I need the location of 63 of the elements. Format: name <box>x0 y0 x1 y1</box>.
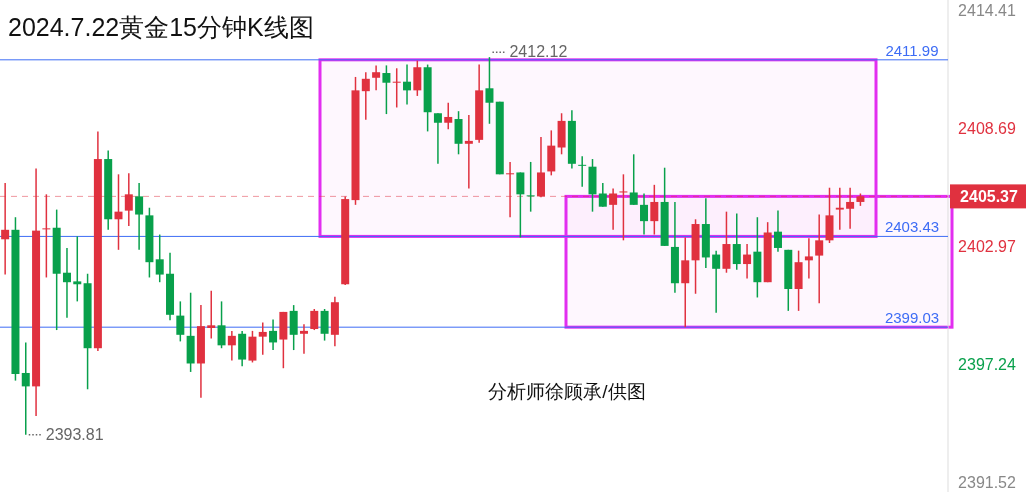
candlestick <box>444 101 453 131</box>
candlestick <box>310 308 319 331</box>
ref-line-label: 2403.43 <box>884 218 940 236</box>
candlestick <box>382 64 391 115</box>
candlestick <box>598 182 607 208</box>
candlestick <box>681 236 690 328</box>
candlestick <box>217 300 226 349</box>
candlestick <box>73 235 82 303</box>
candlestick <box>21 341 30 436</box>
y-tick-label: 2391.52 <box>958 473 1017 491</box>
y-tick-label: 2408.69 <box>958 119 1017 137</box>
candlestick <box>361 71 370 121</box>
candlestick <box>62 247 71 319</box>
candlestick <box>650 184 659 236</box>
candlestick <box>804 237 813 280</box>
candlestick <box>124 172 133 227</box>
annotation: 2393.81 <box>45 425 104 443</box>
y-tick-label: 2402.97 <box>958 237 1017 255</box>
candlestick <box>114 173 123 251</box>
candlestick <box>743 243 752 280</box>
candlestick <box>207 290 216 340</box>
candlestick <box>485 56 494 125</box>
annotation: 2412.12 <box>509 43 568 61</box>
ref-line-label: 2399.03 <box>884 309 940 327</box>
y-tick-label: 2397.24 <box>958 355 1017 373</box>
candlestick <box>413 59 422 97</box>
candlestick <box>773 209 782 253</box>
candlestick <box>619 173 628 242</box>
candlestick <box>609 187 618 231</box>
candlestick <box>372 64 381 92</box>
ref-line-label: 2411.99 <box>885 41 939 59</box>
candlestick <box>320 308 329 342</box>
candlestick <box>516 171 525 239</box>
candlestick <box>640 192 649 236</box>
candlestick <box>392 67 401 109</box>
text: 2024.7.22黄金15分钟K线图 <box>8 13 314 41</box>
candlestick <box>732 212 741 271</box>
candlestick <box>403 63 412 106</box>
y-tick-label: 2414.41 <box>958 1 1017 19</box>
candlestick <box>526 161 535 213</box>
candlestick <box>227 330 236 362</box>
candlestick <box>712 249 721 314</box>
candlestick <box>289 304 298 351</box>
candlestick <box>815 213 824 304</box>
candlestick <box>299 323 308 355</box>
ref-line-label: 2405.37 <box>960 188 1019 206</box>
candlestick <box>135 182 144 251</box>
candlestick <box>258 321 267 356</box>
candlestick <box>629 153 638 206</box>
candlestick <box>176 300 185 343</box>
candlestick <box>155 233 164 283</box>
candlestick <box>835 186 844 231</box>
annotation: 分析师徐顾承/供图 <box>488 381 646 402</box>
candlestick <box>42 193 51 279</box>
candlestick <box>269 318 278 351</box>
candlestick <box>1 182 10 276</box>
candlestick <box>433 112 442 165</box>
candlestick <box>506 161 515 218</box>
candlestick <box>578 155 587 188</box>
candlestick <box>536 136 545 198</box>
candlestick <box>846 186 855 230</box>
candlestick <box>248 330 257 364</box>
candlestick <box>464 114 473 190</box>
